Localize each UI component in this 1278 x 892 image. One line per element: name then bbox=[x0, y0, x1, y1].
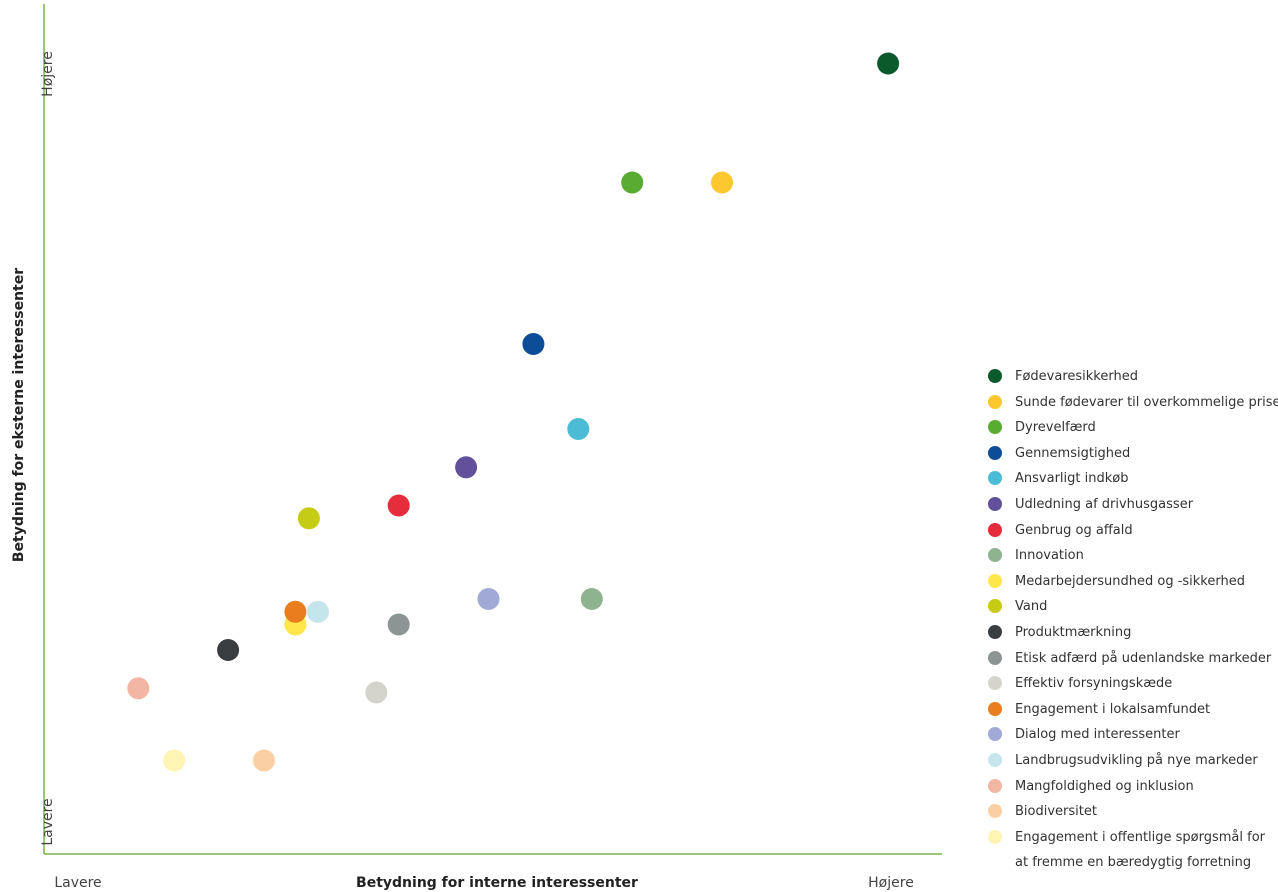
legend-swatch bbox=[988, 650, 1002, 665]
legend-item: Dyrevelfærd bbox=[988, 415, 1273, 441]
legend-swatch bbox=[988, 676, 1002, 691]
legend-swatch bbox=[988, 496, 1002, 511]
legend-item: Engagement i lokalsamfundet bbox=[988, 697, 1273, 723]
legend-label: Innovation bbox=[1015, 548, 1084, 564]
legend-swatch bbox=[988, 804, 1002, 819]
legend-label: Landbrugsudvikling på nye markeder bbox=[1015, 752, 1258, 768]
data-point-3 bbox=[621, 171, 644, 194]
data-point-10 bbox=[297, 507, 320, 530]
legend-item: Etisk adfærd på udenlandske markeder bbox=[988, 646, 1273, 672]
legend-item: Genbrug og affald bbox=[988, 518, 1273, 544]
x-axis-high-label: Højere bbox=[868, 875, 914, 891]
legend: Fødevaresikkerhed Sunde fødevarer til ove… bbox=[988, 364, 1278, 876]
legend-swatch bbox=[988, 727, 1002, 742]
legend-item: Landbrugsudvikling på nye markeder bbox=[988, 748, 1273, 774]
legend-label: Engagement i lokalsamfundet bbox=[1015, 701, 1211, 717]
legend-label: Fødevaresikkerhed bbox=[1015, 369, 1138, 384]
data-point-12 bbox=[387, 613, 410, 636]
data-point-11 bbox=[217, 639, 240, 661]
legend-label: Dyrevelfærd bbox=[1015, 420, 1096, 436]
data-point-16 bbox=[306, 600, 329, 623]
legend-swatch bbox=[988, 573, 1002, 588]
data-points bbox=[127, 52, 900, 772]
legend-label: Effektiv forsyningskæde bbox=[1015, 676, 1173, 692]
legend-item: Produktmærkning bbox=[988, 620, 1273, 646]
legend-swatch bbox=[988, 369, 1002, 383]
legend-label: Biodiversitet bbox=[1015, 804, 1097, 820]
data-point-19 bbox=[163, 749, 186, 772]
y-axis-title: Betydning for eksterne interessenter bbox=[11, 268, 27, 562]
legend-label: Ansvarligt indkøb bbox=[1015, 471, 1129, 487]
legend-item: Medarbejdersundhed og -sikkerhed bbox=[988, 569, 1273, 595]
legend-swatch bbox=[988, 548, 1002, 563]
y-axis-low-label: Lavere bbox=[40, 798, 56, 845]
legend-item: Udledning af drivhusgasser bbox=[988, 492, 1273, 518]
legend-swatch bbox=[988, 394, 1002, 409]
legend-label: Vand bbox=[1015, 599, 1048, 615]
legend-swatch bbox=[988, 445, 1002, 460]
legend-item: Mangfoldighed og inklusion bbox=[988, 774, 1273, 800]
legend-swatch bbox=[988, 829, 1002, 844]
legend-swatch bbox=[988, 778, 1002, 793]
legend-label: Etisk adfærd på udenlandske markeder bbox=[1015, 650, 1272, 666]
legend-swatch bbox=[988, 624, 1002, 639]
legend-item: Gennemsigtighed bbox=[988, 441, 1273, 467]
legend-label: Produktmærkning bbox=[1015, 624, 1132, 640]
data-point-6 bbox=[455, 456, 478, 479]
legend-item: Vand bbox=[988, 594, 1273, 620]
data-point-8 bbox=[580, 588, 603, 610]
legend-item: Ansvarligt indkøb bbox=[988, 466, 1273, 492]
legend-label: Engagement i offentlige spørgsmål for at… bbox=[1015, 829, 1266, 871]
legend-item: Innovation bbox=[988, 543, 1273, 569]
x-axis-low-label: Lavere bbox=[54, 875, 101, 891]
legend-label: Sunde fødevarer til overkommelige priser bbox=[1015, 394, 1278, 410]
legend-swatch bbox=[988, 420, 1002, 435]
data-point-15 bbox=[477, 588, 500, 610]
legend-label: Mangfoldighed og inklusion bbox=[1015, 778, 1194, 794]
legend-item: Dialog med interessenter bbox=[988, 722, 1273, 748]
legend-label: Medarbejdersundhed og -sikkerhed bbox=[1015, 573, 1245, 589]
data-point-7 bbox=[387, 494, 410, 517]
y-axis-high-label: Højere bbox=[40, 51, 56, 97]
legend-label: Udledning af drivhusgasser bbox=[1015, 496, 1194, 512]
x-axis-title: Betydning for interne interessenter bbox=[356, 875, 638, 891]
legend-label: Genbrug og affald bbox=[1015, 522, 1133, 538]
legend-swatch bbox=[988, 522, 1002, 537]
legend-item: Fødevaresikkerhed bbox=[988, 364, 1273, 390]
legend-item: Biodiversitet bbox=[988, 799, 1273, 825]
legend-swatch bbox=[988, 471, 1002, 486]
data-point-1 bbox=[877, 52, 900, 75]
data-point-13 bbox=[365, 681, 388, 704]
legend-label: Gennemsigtighed bbox=[1015, 445, 1131, 461]
data-point-14 bbox=[284, 600, 307, 623]
legend-item: Effektiv forsyningskæde bbox=[988, 671, 1273, 697]
legend-swatch bbox=[988, 752, 1002, 767]
legend-item: Engagement i offentlige spørgsmål for at… bbox=[988, 825, 1273, 876]
data-point-18 bbox=[253, 749, 275, 772]
data-point-2 bbox=[711, 171, 733, 194]
legend-swatch bbox=[988, 599, 1002, 614]
legend-item: Sunde fødevarer til overkommelige priser bbox=[988, 390, 1278, 416]
data-point-17 bbox=[127, 677, 150, 700]
data-point-5 bbox=[567, 418, 590, 440]
legend-swatch bbox=[988, 701, 1002, 716]
data-point-4 bbox=[522, 333, 545, 355]
legend-label: Dialog med interessenter bbox=[1015, 727, 1180, 743]
